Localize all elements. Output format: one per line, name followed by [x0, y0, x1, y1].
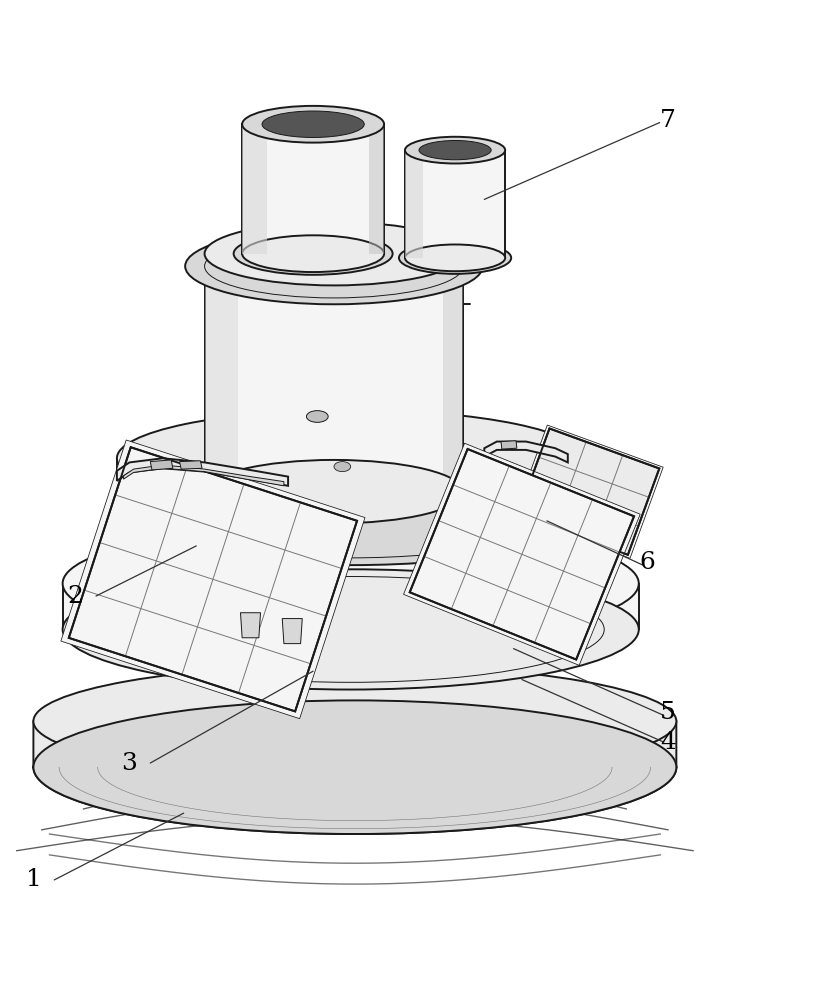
Polygon shape [150, 460, 173, 470]
Text: 6: 6 [639, 551, 655, 574]
Ellipse shape [419, 141, 491, 160]
Polygon shape [117, 458, 288, 486]
Polygon shape [405, 150, 505, 258]
Polygon shape [240, 613, 261, 638]
Polygon shape [242, 124, 267, 254]
Ellipse shape [234, 233, 392, 275]
Polygon shape [242, 124, 384, 254]
Ellipse shape [242, 235, 384, 272]
Text: 5: 5 [660, 701, 676, 724]
Ellipse shape [205, 222, 463, 285]
Ellipse shape [262, 111, 364, 137]
Polygon shape [124, 465, 284, 486]
Ellipse shape [306, 411, 328, 422]
Polygon shape [518, 429, 660, 555]
Ellipse shape [63, 569, 639, 690]
Ellipse shape [63, 523, 639, 644]
Polygon shape [117, 458, 584, 517]
Ellipse shape [399, 242, 511, 274]
Polygon shape [410, 449, 634, 660]
Polygon shape [205, 254, 238, 492]
Polygon shape [63, 584, 639, 629]
Polygon shape [501, 441, 517, 449]
Polygon shape [61, 440, 365, 719]
Polygon shape [205, 254, 463, 492]
Polygon shape [33, 721, 676, 834]
Polygon shape [405, 150, 423, 258]
Text: 3: 3 [121, 752, 138, 775]
Polygon shape [403, 443, 640, 665]
Ellipse shape [33, 664, 676, 778]
Polygon shape [514, 425, 663, 558]
Ellipse shape [117, 410, 584, 507]
Text: 1: 1 [26, 868, 41, 891]
Polygon shape [282, 619, 302, 644]
Ellipse shape [405, 137, 505, 163]
Polygon shape [484, 442, 568, 462]
Ellipse shape [117, 468, 584, 565]
Polygon shape [443, 254, 463, 492]
Ellipse shape [405, 244, 505, 271]
Text: 7: 7 [660, 109, 676, 132]
Polygon shape [369, 124, 384, 254]
Text: 4: 4 [660, 731, 676, 754]
Ellipse shape [185, 228, 483, 304]
Ellipse shape [334, 462, 351, 472]
Text: 2: 2 [67, 585, 84, 608]
Ellipse shape [205, 460, 463, 523]
Ellipse shape [33, 700, 676, 834]
Ellipse shape [242, 106, 384, 143]
Polygon shape [180, 461, 202, 469]
Polygon shape [68, 447, 357, 711]
